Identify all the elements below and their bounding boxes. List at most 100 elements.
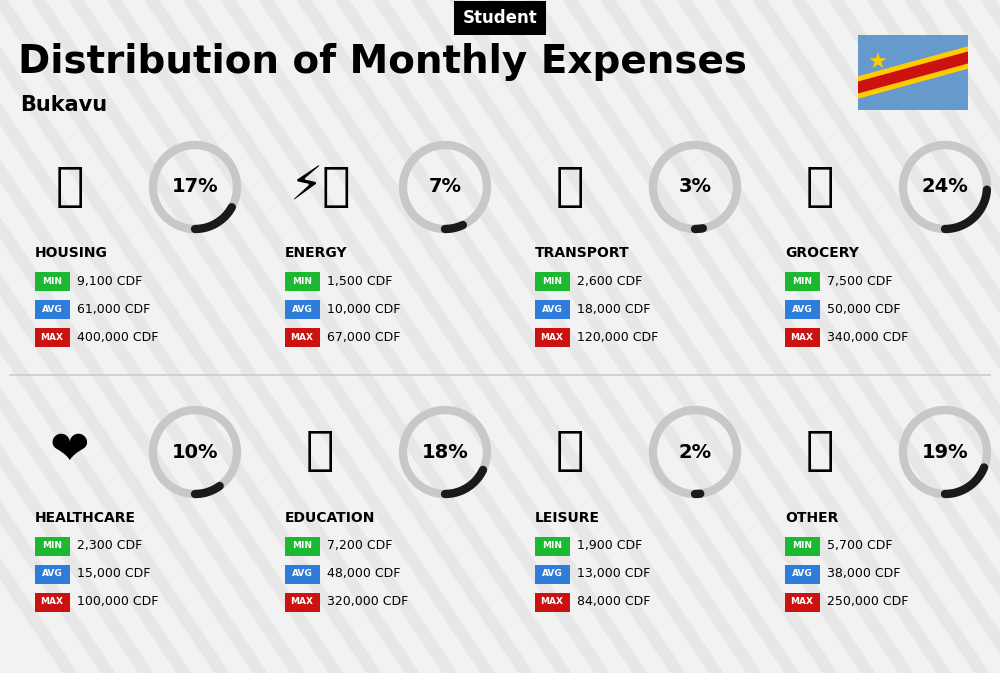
FancyBboxPatch shape [285,271,320,291]
Text: HEALTHCARE: HEALTHCARE [35,511,136,525]
Text: AVG: AVG [542,569,562,579]
FancyBboxPatch shape [34,565,70,583]
FancyBboxPatch shape [534,271,570,291]
Text: 100,000 CDF: 100,000 CDF [77,596,158,608]
Text: 340,000 CDF: 340,000 CDF [827,330,908,343]
Text: MAX: MAX [290,598,314,606]
Text: GROCERY: GROCERY [785,246,859,260]
Text: 7,500 CDF: 7,500 CDF [827,275,893,287]
Text: MIN: MIN [792,277,812,285]
FancyBboxPatch shape [784,328,820,347]
Text: 3%: 3% [678,178,712,197]
Text: AVG: AVG [792,569,812,579]
Text: MAX: MAX [540,598,564,606]
FancyBboxPatch shape [534,299,570,318]
FancyBboxPatch shape [784,271,820,291]
Text: 🏢: 🏢 [56,164,84,209]
FancyBboxPatch shape [285,536,320,555]
Text: 7%: 7% [428,178,462,197]
Text: AVG: AVG [292,569,312,579]
Text: MAX: MAX [540,332,564,341]
Text: 🛒: 🛒 [806,164,834,209]
Text: ❤️: ❤️ [50,429,90,474]
Polygon shape [858,46,968,99]
FancyBboxPatch shape [34,536,70,555]
Text: 🚌: 🚌 [556,164,584,209]
FancyBboxPatch shape [784,536,820,555]
Text: TRANSPORT: TRANSPORT [535,246,630,260]
Text: MIN: MIN [542,542,562,551]
Text: OTHER: OTHER [785,511,838,525]
Text: AVG: AVG [542,304,562,314]
FancyBboxPatch shape [285,565,320,583]
Text: MAX: MAX [40,598,64,606]
FancyBboxPatch shape [784,299,820,318]
Text: HOUSING: HOUSING [35,246,108,260]
Text: ENERGY: ENERGY [285,246,348,260]
Text: LEISURE: LEISURE [535,511,600,525]
FancyBboxPatch shape [534,592,570,612]
Text: 18,000 CDF: 18,000 CDF [577,302,650,316]
FancyBboxPatch shape [858,35,968,110]
Text: MAX: MAX [40,332,64,341]
Text: MIN: MIN [42,542,62,551]
FancyBboxPatch shape [534,565,570,583]
Text: AVG: AVG [42,304,62,314]
Text: EDUCATION: EDUCATION [285,511,375,525]
Text: 84,000 CDF: 84,000 CDF [577,596,650,608]
Text: 1,500 CDF: 1,500 CDF [327,275,392,287]
Text: 19%: 19% [922,443,968,462]
FancyBboxPatch shape [34,271,70,291]
FancyBboxPatch shape [534,536,570,555]
Text: 24%: 24% [922,178,968,197]
Text: 320,000 CDF: 320,000 CDF [327,596,408,608]
Text: 17%: 17% [172,178,218,197]
Text: MIN: MIN [292,542,312,551]
Polygon shape [858,52,968,94]
Text: ★: ★ [868,53,888,73]
Text: Distribution of Monthly Expenses: Distribution of Monthly Expenses [18,43,747,81]
Text: 🎓: 🎓 [306,429,334,474]
Text: 2,300 CDF: 2,300 CDF [77,540,142,553]
Text: ⚡🏠: ⚡🏠 [289,164,351,209]
Text: 10,000 CDF: 10,000 CDF [327,302,400,316]
Text: 15,000 CDF: 15,000 CDF [77,567,150,581]
Text: AVG: AVG [292,304,312,314]
FancyBboxPatch shape [34,299,70,318]
Text: 61,000 CDF: 61,000 CDF [77,302,150,316]
Text: 7,200 CDF: 7,200 CDF [327,540,392,553]
FancyBboxPatch shape [285,592,320,612]
FancyBboxPatch shape [784,592,820,612]
FancyBboxPatch shape [34,328,70,347]
Text: 🛍️: 🛍️ [556,429,584,474]
Text: MAX: MAX [790,332,814,341]
Text: 120,000 CDF: 120,000 CDF [577,330,658,343]
Text: MAX: MAX [290,332,314,341]
Text: 400,000 CDF: 400,000 CDF [77,330,158,343]
Text: 50,000 CDF: 50,000 CDF [827,302,900,316]
Text: MAX: MAX [790,598,814,606]
Text: AVG: AVG [792,304,812,314]
Text: 9,100 CDF: 9,100 CDF [77,275,142,287]
Text: 38,000 CDF: 38,000 CDF [827,567,900,581]
Text: MIN: MIN [792,542,812,551]
Text: 250,000 CDF: 250,000 CDF [827,596,908,608]
FancyBboxPatch shape [285,299,320,318]
Text: 10%: 10% [172,443,218,462]
Text: 18%: 18% [422,443,468,462]
Text: 5,700 CDF: 5,700 CDF [827,540,893,553]
Text: MIN: MIN [42,277,62,285]
Text: MIN: MIN [292,277,312,285]
Text: AVG: AVG [42,569,62,579]
Text: 2%: 2% [678,443,712,462]
Text: 67,000 CDF: 67,000 CDF [327,330,400,343]
Text: Bukavu: Bukavu [20,95,107,115]
FancyBboxPatch shape [534,328,570,347]
Text: Student: Student [463,9,537,27]
Text: 1,900 CDF: 1,900 CDF [577,540,642,553]
Text: 48,000 CDF: 48,000 CDF [327,567,400,581]
FancyBboxPatch shape [784,565,820,583]
Text: MIN: MIN [542,277,562,285]
FancyBboxPatch shape [34,592,70,612]
Text: 13,000 CDF: 13,000 CDF [577,567,650,581]
